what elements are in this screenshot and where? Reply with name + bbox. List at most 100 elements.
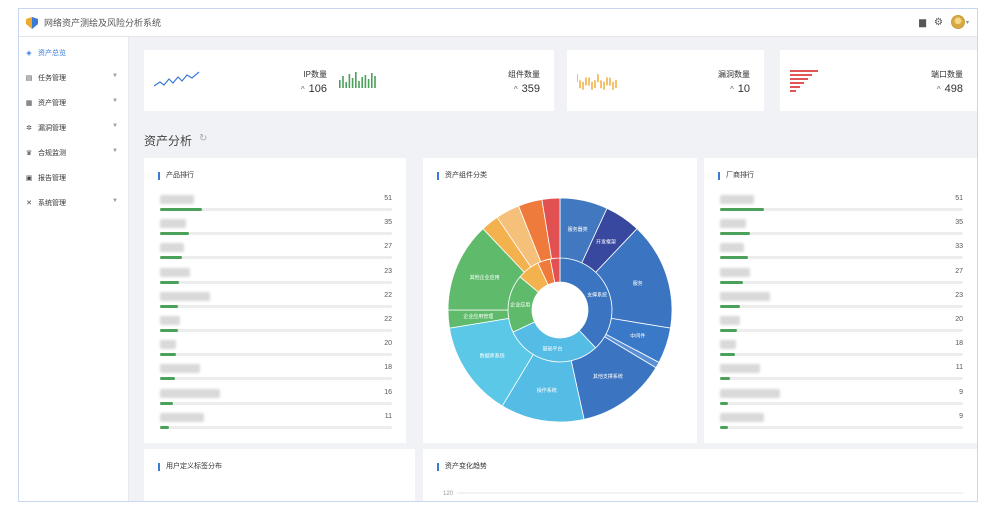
- rank-value: 9: [959, 412, 963, 420]
- product_rank-row[interactable]: 20: [160, 340, 392, 364]
- vendor_rank-row[interactable]: 35: [720, 219, 963, 243]
- sidebar-item-6[interactable]: ✕ 系统管理 ▼: [19, 190, 128, 215]
- vendor_rank-row[interactable]: 23: [720, 291, 963, 316]
- sidebar-item-0[interactable]: ◈ 资产总览: [19, 40, 128, 65]
- stat-value: ^ 106: [300, 83, 327, 95]
- product_rank-row[interactable]: 18: [160, 364, 392, 388]
- sidebar-item-label: 资产总览: [38, 49, 66, 57]
- rank-bar-fill: [720, 329, 738, 332]
- rank-bar-track: [160, 304, 392, 308]
- rank-value: 9: [959, 388, 963, 396]
- sidebar-item-label: 系统管理: [38, 199, 66, 207]
- vendor_rank-row[interactable]: 33: [720, 243, 963, 267]
- rank-bar-fill: [160, 304, 178, 308]
- rank-name-redacted: [160, 195, 194, 204]
- rank-value: 18: [384, 364, 392, 372]
- vendor-rank-panel: 厂商排行 51 35 33 27 23 20 18 11 9 9: [704, 158, 977, 443]
- rank-value: 27: [384, 243, 392, 251]
- outer-label: 服务: [633, 280, 643, 287]
- line-sparkline-icon: [154, 71, 200, 87]
- stat-card-3[interactable]: 端口数量 ^ 498: [780, 50, 977, 111]
- sidebar-item-label: 资产管理: [38, 99, 66, 107]
- vendor_rank-row[interactable]: 18: [720, 340, 963, 364]
- rank-bar-fill: [720, 256, 749, 260]
- product_rank-row[interactable]: 35: [160, 219, 392, 243]
- product_rank-row[interactable]: 51: [160, 195, 392, 219]
- sidebar-item-5[interactable]: ▣ 报告管理: [19, 165, 128, 190]
- app-frame: 网络资产测绘及风险分析系统 ▆ ⚙ ▾ ◈ 资产总览 ▤ 任务管理 ▼ ▦ 资产管理 ▼ ✲ 漏洞…: [18, 8, 978, 502]
- vendor_rank-row[interactable]: 20: [720, 316, 963, 340]
- rank-bar-fill: [720, 280, 744, 284]
- bug-icon: ✲: [26, 124, 32, 132]
- stat-card-1[interactable]: 组件数量 ^ 359: [329, 50, 554, 111]
- rank-value: 20: [384, 340, 392, 348]
- component-panel: 资产组件分类 支撑系统 基础平台 企业应用 服务器类 开发框架 服务 中间件 其他支撑系统 操作…: [423, 158, 697, 443]
- rank-bar-fill: [160, 353, 177, 357]
- outer-label: 企业应用管理: [463, 313, 493, 320]
- inner-label: 基础平台: [542, 346, 562, 353]
- vendor_rank-row[interactable]: 11: [720, 364, 963, 388]
- product_rank-row[interactable]: 16: [160, 388, 392, 413]
- grid-icon: ▦: [25, 99, 33, 107]
- product_rank-row[interactable]: 22: [160, 291, 392, 316]
- wave-sparkline-icon: [577, 74, 617, 90]
- book-icon[interactable]: ▆: [919, 16, 927, 27]
- rank-name-redacted: [160, 243, 184, 253]
- vendor_rank-row[interactable]: 27: [720, 267, 963, 292]
- rank-value: 20: [955, 316, 963, 323]
- tag-distribution-title: 用户定义标签分布: [158, 463, 222, 471]
- stat-card-2[interactable]: 漏洞数量 ^ 10: [567, 50, 764, 111]
- list-icon: ▤: [25, 74, 33, 82]
- outer-segment[interactable]: [541, 197, 561, 260]
- gear-icon[interactable]: ⚙: [934, 16, 943, 28]
- rank-bar-fill: [160, 208, 202, 211]
- rank-value: 35: [384, 219, 392, 227]
- rank-name-redacted: [160, 316, 180, 325]
- vendor-rank-title: 厂商排行: [718, 172, 754, 180]
- rank-bar-track: [720, 353, 963, 357]
- chevron-down-icon: ▼: [112, 198, 118, 204]
- rank-value: 16: [384, 388, 392, 396]
- bar-sparkline-icon: [339, 72, 376, 88]
- rank-bar-fill: [160, 329, 178, 332]
- product_rank-row[interactable]: 11: [160, 412, 392, 437]
- tag-distribution-panel: 用户定义标签分布: [144, 449, 415, 501]
- vendor_rank-row[interactable]: 51: [720, 195, 963, 219]
- product_rank-row[interactable]: 22: [160, 316, 392, 340]
- top-bar: 网络资产测绘及风险分析系统 ▆ ⚙ ▾: [19, 9, 977, 37]
- product_rank-row[interactable]: 27: [160, 243, 392, 267]
- vendor_rank-row[interactable]: 9: [720, 412, 963, 437]
- stat-card-0[interactable]: IP数量 ^ 106: [144, 50, 341, 111]
- sidebar-item-1[interactable]: ▤ 任务管理 ▼: [19, 65, 128, 90]
- chevron-down-icon[interactable]: ▾: [965, 19, 969, 26]
- vendor_rank-row[interactable]: 9: [720, 388, 963, 413]
- refresh-icon[interactable]: ↻: [199, 133, 208, 144]
- avatar-icon[interactable]: [950, 15, 965, 29]
- sidebar-item-label: 任务管理: [38, 74, 66, 82]
- hbar-sparkline-icon: [790, 70, 818, 92]
- rank-bar-fill: [720, 425, 728, 429]
- rank-name-redacted: [720, 195, 754, 204]
- app-title: 网络资产测绘及风险分析系统: [44, 18, 162, 28]
- rank-bar-track: [720, 208, 963, 211]
- shield-icon: ♛: [25, 149, 33, 157]
- product-rank-title: 产品排行: [158, 172, 194, 180]
- user-menu[interactable]: ▾: [950, 15, 969, 29]
- trend-up-icon: ^: [936, 85, 941, 94]
- stat-value: ^ 359: [513, 83, 540, 95]
- stat-label: 漏洞数量: [718, 70, 750, 79]
- rank-bar-track: [720, 256, 963, 260]
- rank-value: 51: [384, 195, 392, 202]
- rank-bar-fill: [160, 280, 179, 284]
- rank-bar-fill: [720, 353, 736, 357]
- sidebar: ◈ 资产总览 ▤ 任务管理 ▼ ▦ 资产管理 ▼ ✲ 漏洞管理 ▼ ♛ 合规监测 ▼ ▣ 报告管理 ✕ 系统管理 ▼: [19, 37, 129, 501]
- sidebar-item-4[interactable]: ♛ 合规监测 ▼: [19, 140, 128, 165]
- rank-bar-fill: [160, 377, 175, 381]
- trend-chart: 120: [443, 491, 963, 497]
- outer-label: 开发框架: [596, 238, 616, 245]
- product_rank-row[interactable]: 23: [160, 267, 392, 292]
- sidebar-item-2[interactable]: ▦ 资产管理 ▼: [19, 90, 128, 115]
- sidebar-item-3[interactable]: ✲ 漏洞管理 ▼: [19, 115, 128, 140]
- rank-bar-fill: [720, 377, 730, 381]
